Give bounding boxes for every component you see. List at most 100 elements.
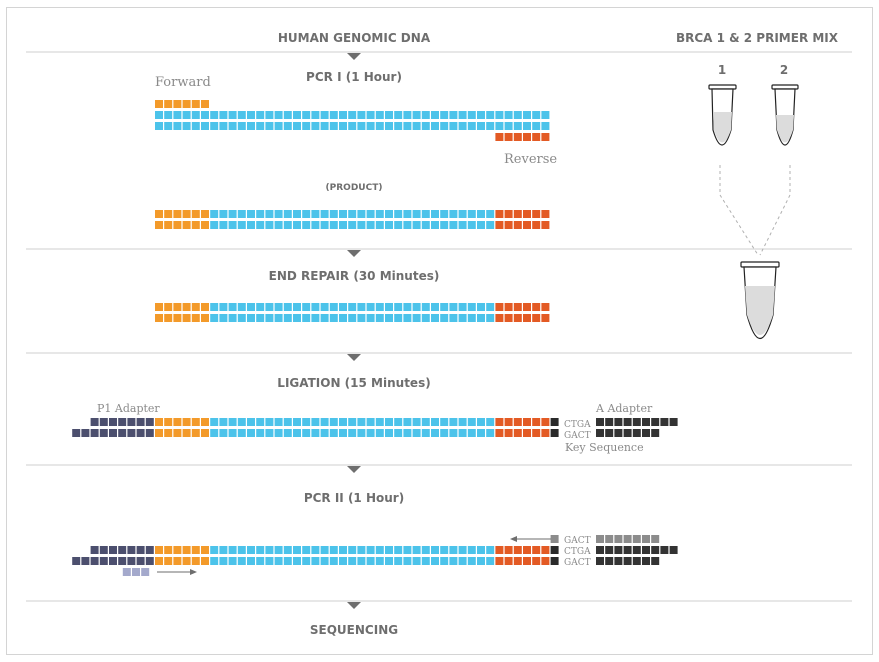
dna-block [495, 303, 504, 311]
dna-block [118, 429, 127, 437]
step-arrow-sequencing [347, 602, 361, 609]
dna-block [210, 314, 219, 322]
dna-block [302, 210, 311, 218]
dna-block [403, 546, 412, 554]
dna-block [366, 314, 375, 322]
dna-block [375, 303, 384, 311]
genomic-strand-top [155, 111, 550, 119]
pcr1-template-strand [155, 100, 550, 141]
dna-block [357, 111, 366, 119]
dna-block [467, 557, 476, 565]
dna-block [274, 210, 283, 218]
dna-block [366, 429, 375, 437]
dna-block [486, 111, 495, 119]
dna-block [513, 418, 522, 426]
dna-block [182, 303, 191, 311]
dna-block [623, 535, 632, 543]
dna-block [302, 314, 311, 322]
dna-block [339, 221, 347, 229]
dna-block [311, 111, 320, 119]
dna-block [513, 557, 522, 565]
dna-block [99, 546, 108, 554]
dna-block [320, 314, 329, 322]
dna-block [513, 546, 522, 554]
dna-block [412, 111, 421, 119]
dna-block [283, 122, 292, 130]
a-adapter-pcr2-bottom [596, 557, 660, 565]
dna-block [155, 221, 163, 229]
dna-block [191, 100, 200, 108]
dna-block [523, 314, 531, 322]
dna-block [449, 221, 458, 229]
section-dividers [26, 51, 852, 602]
dna-block [145, 546, 154, 554]
dna-block [449, 429, 458, 437]
key-block-top [550, 535, 559, 543]
dna-block [449, 314, 458, 322]
dna-block [274, 429, 283, 437]
dna-block [403, 221, 412, 229]
pcr-product-strand [155, 210, 550, 229]
dna-block [550, 546, 559, 554]
dna-block [99, 429, 108, 437]
dna-block [541, 314, 550, 322]
dna-block [127, 546, 136, 554]
dna-block [412, 429, 421, 437]
dna-block [136, 546, 145, 554]
dna-block [632, 429, 641, 437]
dna-block [375, 111, 384, 119]
dna-block [329, 210, 338, 218]
dna-block [283, 546, 292, 554]
dna-block [164, 122, 173, 130]
dna-block [431, 546, 439, 554]
dna-block [164, 111, 173, 119]
dna-block [173, 303, 182, 311]
dna-block [173, 557, 182, 565]
dna-block [201, 303, 209, 311]
dna-block [339, 557, 347, 565]
dna-block [201, 314, 209, 322]
dna-block [302, 122, 311, 130]
dna-block [109, 429, 117, 437]
ligated-strand [72, 418, 678, 437]
dna-block [623, 546, 632, 554]
dna-block [614, 535, 623, 543]
dna-block [182, 210, 191, 218]
pcr2-gact-bottom-tag: GACT [564, 558, 591, 568]
dna-block [495, 133, 504, 141]
dna-block [477, 557, 485, 565]
dna-block [458, 122, 467, 130]
dna-block [118, 418, 127, 426]
dna-block [81, 429, 90, 437]
dna-block [632, 535, 641, 543]
dna-block [523, 122, 531, 130]
dna-block [210, 303, 219, 311]
dna-block [596, 557, 604, 565]
dna-block [311, 122, 320, 130]
step-arrow-end-repair [347, 250, 361, 257]
dna-block [357, 210, 366, 218]
dna-block [219, 314, 228, 322]
dna-block [623, 418, 632, 426]
dna-block [532, 546, 541, 554]
dna-block [614, 557, 623, 565]
dna-block [366, 546, 375, 554]
dna-block [237, 546, 246, 554]
dna-block [210, 429, 219, 437]
dna-block [219, 210, 228, 218]
dna-block [366, 221, 375, 229]
dna-block [504, 314, 513, 322]
dna-block [605, 557, 614, 565]
dna-block [201, 100, 209, 108]
dna-block [421, 546, 430, 554]
dna-block [274, 111, 283, 119]
dna-block [237, 557, 246, 565]
dna-block [495, 122, 504, 130]
dna-block [256, 303, 265, 311]
dna-block [513, 429, 522, 437]
a-adapter-pcr2-top [596, 546, 678, 554]
dna-block [311, 221, 320, 229]
dna-block [228, 210, 237, 218]
dna-block [523, 429, 531, 437]
dna-block [99, 557, 108, 565]
